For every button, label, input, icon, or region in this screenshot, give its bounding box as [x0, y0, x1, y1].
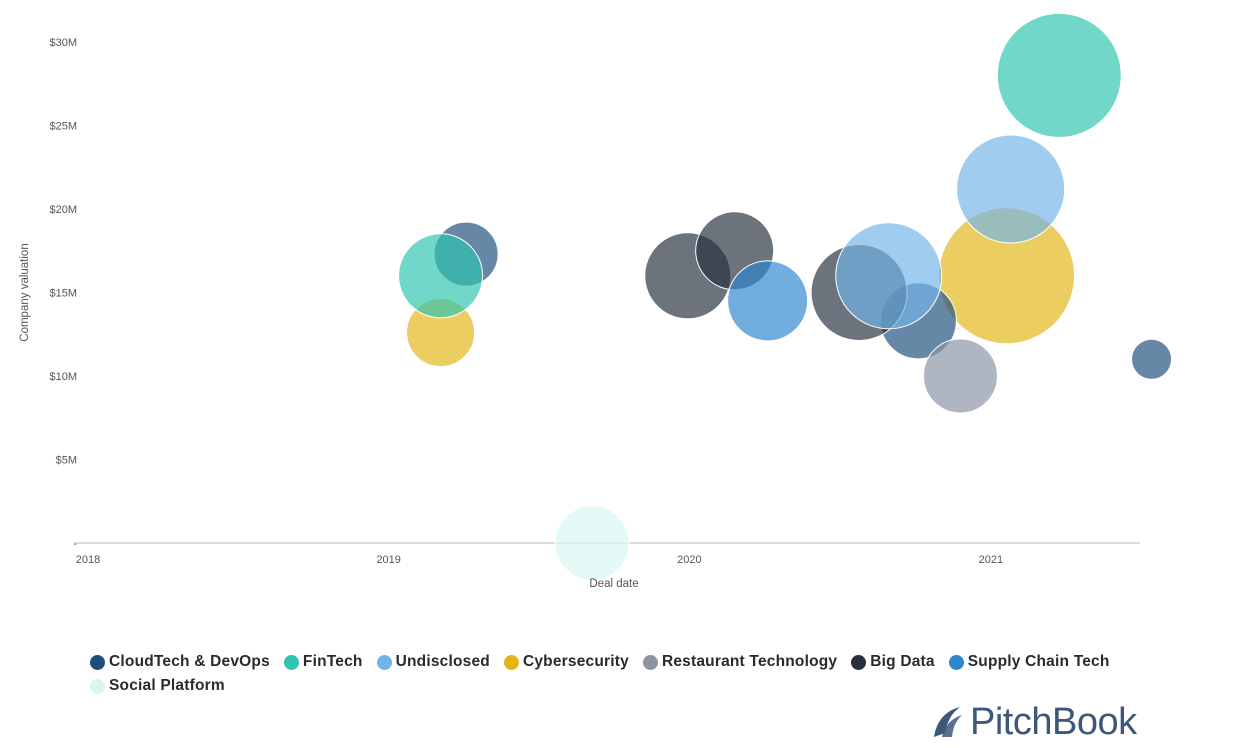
bubble[interactable]: [956, 134, 1066, 244]
x-axis-title: Deal date: [589, 578, 638, 590]
bubble[interactable]: [835, 222, 943, 330]
y-tick-label: $5M: [56, 455, 77, 467]
bubbles: [398, 12, 1173, 581]
y-tick-label: $10M: [49, 371, 77, 383]
bubble-chart: - $5M $10M $15M $20M $25M $30M 2018 2019 2020 202…: [19, 12, 1173, 590]
legend-swatch: [376, 654, 392, 670]
logo-text: PitchBook: [970, 701, 1137, 743]
bubble[interactable]: [398, 233, 484, 319]
y-tick-label: -: [73, 538, 77, 550]
y-tick-label: $25M: [49, 121, 77, 133]
legend-swatch: [851, 654, 867, 670]
legend-label: Social Platform: [109, 677, 225, 694]
legend-swatch: [90, 654, 105, 670]
y-axis-title: Company valuation: [19, 243, 31, 341]
chart-legend: CloudTech & DevOps FinTech Undisclosed Cybe…: [90, 653, 1180, 694]
legend-item[interactable]: Restaurant Technology: [642, 653, 838, 670]
legend-label: CloudTech & DevOps: [109, 653, 270, 670]
x-tick-label: 2019: [376, 554, 400, 566]
x-tick-label: 2021: [979, 554, 1003, 566]
legend-swatch: [283, 654, 299, 670]
bubble[interactable]: [996, 12, 1122, 138]
legend-swatch: [503, 654, 519, 670]
legend-label: FinTech: [302, 653, 363, 670]
bubble[interactable]: [727, 260, 809, 342]
legend-item[interactable]: CloudTech & DevOps: [90, 653, 270, 670]
legend-item[interactable]: Big Data: [851, 653, 935, 670]
y-tick-label: $15M: [49, 288, 77, 300]
legend-item[interactable]: Supply Chain Tech: [948, 653, 1110, 670]
legend-label: Undisclosed: [395, 653, 490, 670]
bubble[interactable]: [922, 338, 998, 414]
y-axis-ticks: - $5M $10M $15M $20M $25M $30M: [49, 37, 77, 550]
legend-item[interactable]: FinTech: [283, 653, 363, 670]
legend-item[interactable]: Social Platform: [90, 677, 225, 694]
pitchbook-logo: PitchBook: [930, 700, 1137, 744]
legend-label: Restaurant Technology: [661, 653, 838, 670]
legend-swatch: [948, 654, 964, 670]
legend-label: Supply Chain Tech: [967, 653, 1110, 670]
x-tick-label: 2018: [76, 554, 100, 566]
pitchbook-logo-icon: [934, 707, 962, 737]
bubble[interactable]: [1131, 338, 1173, 380]
legend-label: Cybersecurity: [522, 653, 629, 670]
legend-item[interactable]: Undisclosed: [376, 653, 490, 670]
y-tick-label: $30M: [49, 37, 77, 49]
bubble[interactable]: [554, 505, 630, 581]
x-tick-label: 2020: [677, 554, 701, 566]
legend-swatch: [90, 678, 105, 694]
legend-item[interactable]: Cybersecurity: [503, 653, 629, 670]
y-tick-label: $20M: [49, 204, 77, 216]
legend-label: Big Data: [870, 653, 935, 670]
x-axis-ticks: 2018 2019 2020 2021: [76, 554, 1003, 566]
legend-swatch: [642, 654, 658, 670]
